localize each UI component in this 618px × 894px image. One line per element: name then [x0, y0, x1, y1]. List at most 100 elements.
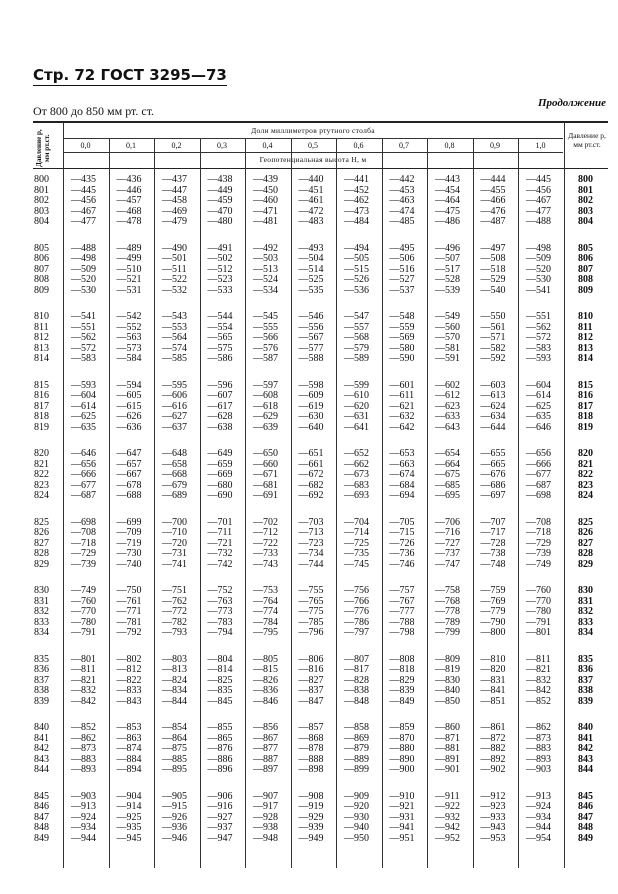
table-cell: —770	[71, 606, 96, 617]
table-cell: —509	[526, 253, 551, 264]
table-cell: —524	[253, 274, 278, 285]
table-cell: —909	[344, 790, 369, 802]
table-cell: —487	[480, 216, 506, 227]
row-pressure-right: 826	[578, 527, 593, 538]
table-cell: —603	[480, 379, 506, 391]
table-cell: —777	[389, 606, 415, 617]
row-pressure-left: 805	[34, 242, 49, 254]
table-cell: —664	[435, 458, 460, 470]
row-pressure-left: 845	[34, 790, 49, 802]
table-cell: —769	[480, 595, 506, 607]
table-cell: —566	[253, 332, 278, 343]
table-cell: —805	[253, 653, 278, 665]
table-cell: —753	[253, 585, 278, 596]
table-cell: —897	[253, 764, 278, 775]
row-pressure-left: 834	[34, 627, 49, 638]
table-cell: —671	[253, 469, 278, 480]
column-header: 0,7	[399, 141, 409, 150]
table-cell: —608	[253, 390, 278, 401]
table-cell: —718	[71, 537, 96, 549]
table-cell: —630	[298, 411, 324, 422]
column-header: 0,4	[262, 141, 273, 150]
table-cell: —616	[162, 400, 187, 412]
table-cell: —592	[480, 353, 506, 364]
table-cell: —789	[435, 616, 460, 628]
table-cell: —858	[344, 722, 369, 733]
table-cell: —510	[116, 263, 142, 275]
column-divider	[63, 123, 64, 868]
table-cell: —927	[207, 811, 233, 823]
table-cell: —689	[162, 490, 187, 501]
table-cell: —932	[435, 811, 460, 823]
table-cell: —807	[344, 653, 369, 665]
row-pressure-left: 807	[34, 263, 49, 275]
table-cell: —711	[207, 527, 233, 538]
table-cell: —832	[71, 685, 96, 696]
row-pressure-right: 841	[578, 732, 593, 744]
table-cell: —518	[480, 263, 506, 275]
table-cell: —738	[480, 548, 506, 559]
table-cell: —466	[480, 195, 506, 206]
table-cell: —484	[344, 216, 369, 227]
table-cell: —556	[298, 321, 324, 333]
table-cell: —831	[480, 674, 506, 686]
row-pressure-left: 823	[34, 479, 49, 491]
table-cell: —631	[344, 411, 369, 422]
table-cell: —660	[253, 458, 278, 470]
table-cell: —757	[389, 585, 415, 596]
table-cell: —536	[344, 284, 369, 296]
table-cell: —574	[162, 342, 187, 354]
column-header: 0,9	[490, 141, 500, 150]
table-cell: —460	[253, 195, 278, 206]
table-cell: —855	[207, 722, 233, 733]
row-pressure-left: 826	[34, 527, 49, 538]
table-cell: —912	[480, 790, 506, 802]
table-cell: —791	[526, 616, 551, 628]
table-cell: —828	[344, 674, 369, 686]
table-cell: —657	[116, 458, 142, 470]
table-cell: —877	[253, 743, 278, 754]
table-cell: —583	[71, 353, 96, 364]
table-cell: —535	[298, 284, 324, 296]
table-cell: —819	[435, 664, 460, 675]
row-pressure-right: 807	[578, 263, 593, 275]
table-cell: —601	[389, 379, 415, 391]
table-cell: —541	[526, 284, 551, 296]
table-cell: —440	[298, 174, 324, 185]
column-divider	[108, 138, 110, 868]
table-cell: —871	[435, 732, 460, 744]
table-cell: —523	[207, 274, 233, 285]
table-cell: —569	[389, 332, 415, 343]
table-cell: —924	[526, 801, 551, 812]
table-cell: —919	[298, 801, 324, 812]
table-cell: —509	[71, 263, 96, 275]
row-pressure-left: 844	[34, 764, 49, 775]
row-pressure-right: 806	[578, 253, 593, 264]
column-header: 0,6	[353, 141, 364, 150]
table-cell: —845	[207, 695, 233, 707]
right-pressure-header: Давление p, мм рт.ст.	[568, 131, 606, 149]
table-cell: —522	[162, 274, 187, 285]
table-cell: —846	[253, 695, 278, 707]
table-cell: —903	[526, 764, 551, 775]
table-cell: —782	[162, 616, 187, 628]
row-pressure-right: 836	[578, 664, 593, 675]
table-cell: —474	[389, 205, 415, 217]
row-pressure-right: 830	[578, 585, 593, 596]
table-cell: —889	[344, 753, 369, 765]
table-cell: —802	[116, 653, 142, 665]
table-cell: —585	[162, 353, 187, 364]
table-cell: —812	[116, 664, 142, 675]
table-cell: —683	[344, 479, 369, 491]
table-cell: —914	[116, 801, 142, 812]
row-pressure-left: 800	[34, 174, 49, 185]
table-cell: —635	[526, 411, 551, 422]
table-cell: —648	[162, 448, 187, 459]
table-cell: —505	[344, 253, 369, 264]
page-header: Стр. 72 ГОСТ 3295—73	[33, 66, 227, 86]
table-cell: —783	[207, 616, 233, 628]
table-cell: —488	[526, 216, 551, 227]
table-cell: —493	[298, 242, 324, 254]
table-cell: —478	[116, 216, 142, 227]
column-divider	[563, 123, 565, 868]
